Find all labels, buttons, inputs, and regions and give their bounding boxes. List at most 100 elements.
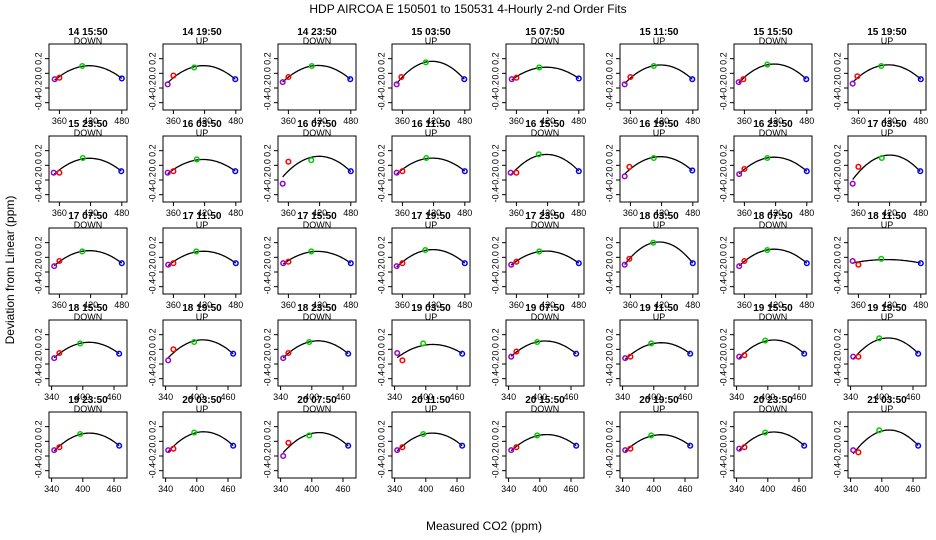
y-tick-label: -0.4	[147, 187, 157, 203]
y-tick-label: -0.4	[376, 187, 386, 203]
y-tick-label: 0.2	[262, 52, 272, 65]
panel-title: 15 07:50	[525, 27, 565, 38]
y-tick-label: 0.2	[604, 420, 614, 433]
y-tick-label: -0.2	[262, 80, 272, 96]
x-tick-label: 360	[509, 300, 524, 310]
panel-direction-label: UP	[196, 128, 209, 138]
panel-frame	[847, 135, 927, 203]
panel-direction-label: DOWN	[759, 220, 788, 230]
panel-frame	[48, 227, 128, 295]
y-tick-label: 0.0	[147, 67, 157, 80]
y-tick-label: 0.0	[490, 159, 500, 172]
x-tick-label: 340	[273, 392, 288, 402]
panel-direction-label: DOWN	[74, 220, 103, 230]
panel-title: 20 19:50	[639, 395, 679, 406]
data-point	[534, 432, 541, 439]
panel-direction-label: DOWN	[303, 36, 332, 46]
x-tick-label: 420	[426, 300, 441, 310]
y-tick-label: -0.2	[33, 356, 43, 372]
y-tick-label: 0.2	[376, 52, 386, 65]
data-point	[855, 353, 862, 360]
x-tick-label: 480	[228, 116, 243, 126]
data-point	[193, 248, 200, 255]
y-tick-label: 0.0	[262, 435, 272, 448]
x-tick-label: 400	[304, 392, 319, 402]
panel-direction-label: DOWN	[303, 312, 332, 322]
y-tick-label: -0.2	[490, 264, 500, 280]
data-point	[285, 158, 292, 165]
panel-title: 15 03:50	[411, 27, 451, 38]
panel-frame	[619, 319, 699, 387]
panel-frame	[277, 227, 357, 295]
data-point	[118, 260, 125, 267]
data-point	[575, 168, 582, 175]
y-tick-label: 0.0	[832, 67, 842, 80]
figure-title: HDP AIRCOA E 150501 to 150531 4-Hourly 2…	[309, 2, 626, 16]
data-point	[232, 168, 239, 175]
data-point	[741, 352, 748, 359]
data-point	[854, 73, 861, 80]
y-tick-label: 0.2	[604, 328, 614, 341]
panel-direction-label: UP	[653, 404, 666, 414]
y-tick-label: -0.4	[262, 463, 272, 479]
x-tick-label: 460	[220, 484, 235, 494]
panel-frame	[505, 227, 585, 295]
x-tick-label: 400	[646, 484, 661, 494]
y-tick-label: -0.4	[33, 95, 43, 111]
x-tick-label: 400	[189, 484, 204, 494]
panel-title: 17 11:50	[183, 211, 222, 222]
panel-title: 21 03:50	[867, 395, 907, 406]
x-tick-label: 420	[312, 116, 327, 126]
y-tick-label: -0.4	[147, 463, 157, 479]
y-tick-label: 0.2	[147, 328, 157, 341]
y-tick-label: -0.4	[33, 371, 43, 387]
fit-curve	[167, 64, 236, 84]
data-point	[191, 64, 198, 71]
x-tick-label: 360	[281, 208, 296, 218]
data-point	[689, 76, 696, 83]
y-tick-label: -0.4	[832, 95, 842, 111]
y-tick-label: 0.0	[490, 435, 500, 448]
panel-frame	[733, 43, 813, 111]
y-tick-label: 0.2	[147, 420, 157, 433]
fit-curve	[624, 155, 693, 175]
y-tick-label: -0.4	[262, 187, 272, 203]
y-tick-label: -0.4	[832, 463, 842, 479]
data-point	[279, 79, 286, 86]
panel-direction-label: DOWN	[74, 36, 103, 46]
panel-direction-label: UP	[653, 220, 666, 230]
x-tick-label: 400	[532, 392, 547, 402]
x-tick-label: 400	[418, 484, 433, 494]
data-point	[230, 350, 237, 357]
data-point	[285, 258, 292, 265]
data-point	[422, 59, 429, 66]
data-point	[513, 444, 520, 451]
x-tick-label: 420	[540, 208, 555, 218]
panel-direction-label: DOWN	[74, 404, 103, 414]
panel-direction-label: DOWN	[759, 312, 788, 322]
data-point	[165, 447, 172, 454]
data-point	[650, 154, 657, 162]
x-tick-label: 420	[654, 116, 669, 126]
x-tick-label: 420	[312, 300, 327, 310]
y-tick-label: -0.2	[718, 172, 728, 188]
panel-direction-label: UP	[425, 312, 438, 322]
data-point	[399, 168, 406, 175]
fit-curve	[510, 340, 577, 357]
panel-title: 20 03:50	[182, 395, 222, 406]
x-tick-label: 340	[158, 392, 173, 402]
y-tick-label: 0.2	[604, 52, 614, 65]
fit-curve	[53, 157, 122, 176]
x-tick-label: 360	[623, 300, 638, 310]
data-point	[849, 180, 856, 187]
fit-curve	[624, 241, 694, 265]
panel-frame	[847, 319, 927, 387]
panel-title: 16 19:50	[639, 119, 679, 130]
data-point	[461, 260, 468, 267]
data-point	[513, 169, 520, 176]
x-tick-label: 480	[457, 116, 472, 126]
panel-title: 20 11:50	[412, 395, 451, 406]
